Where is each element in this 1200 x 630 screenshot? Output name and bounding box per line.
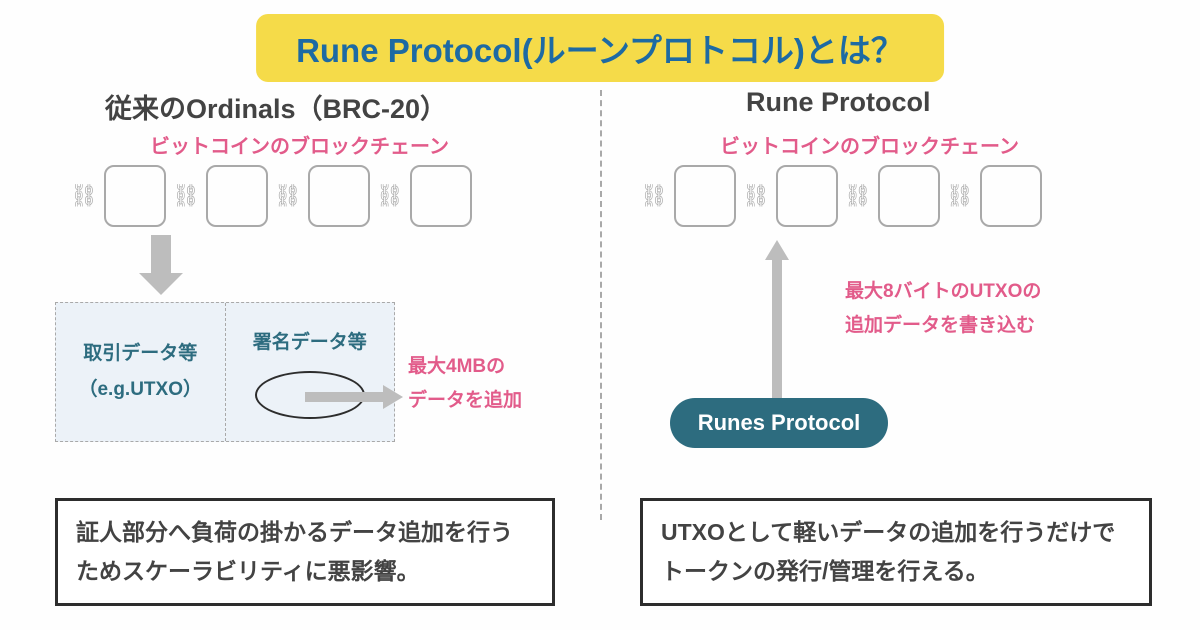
left-column-title: 従来のOrdinals（BRC-20） — [105, 87, 447, 126]
link-icon: ⛓ — [640, 185, 668, 207]
left-note: 最大4MBの データを追加 — [408, 350, 522, 418]
right-summary: UTXOとして軽いデータの追加を行うだけでトークンの発行/管理を行える。 — [640, 498, 1152, 606]
link-icon: ⛓ — [946, 185, 974, 207]
link-icon: ⛓ — [274, 185, 302, 207]
arrow-up-icon — [765, 240, 789, 400]
chain-block — [776, 165, 838, 227]
note-line: 最大8バイトのUTXOの — [845, 275, 1041, 309]
right-column-title: Rune Protocol — [746, 87, 931, 118]
note-line: 最大4MBの — [408, 350, 522, 384]
left-blockchain: ⛓ ⛓ ⛓ ⛓ — [70, 165, 472, 227]
link-icon: ⛓ — [376, 185, 404, 207]
arrow-right-icon — [305, 385, 405, 409]
link-icon: ⛓ — [172, 185, 200, 207]
cell-label: 署名データ等 — [253, 325, 367, 361]
arrow-down-icon — [139, 235, 183, 300]
chain-block — [410, 165, 472, 227]
link-icon: ⛓ — [844, 185, 872, 207]
right-blockchain: ⛓ ⛓ ⛓ ⛓ — [640, 165, 1042, 227]
note-line: 追加データを書き込む — [845, 309, 1041, 343]
right-note: 最大8バイトのUTXOの 追加データを書き込む — [845, 275, 1041, 343]
chain-block — [308, 165, 370, 227]
link-icon: ⛓ — [70, 185, 98, 207]
chain-block — [674, 165, 736, 227]
link-icon: ⛓ — [742, 185, 770, 207]
cell-label: 取引データ等 — [83, 336, 197, 372]
right-subcaption: ビットコインのブロックチェーン — [720, 130, 1019, 159]
runes-protocol-pill: Runes Protocol — [670, 398, 888, 448]
chain-block — [878, 165, 940, 227]
block-data-box: 取引データ等 （e.g.UTXO） 署名データ等 — [55, 302, 395, 442]
cell-label: （e.g.UTXO） — [78, 372, 202, 408]
chain-block — [104, 165, 166, 227]
chain-block — [206, 165, 268, 227]
note-line: データを追加 — [408, 384, 522, 418]
left-summary: 証人部分へ負荷の掛かるデータ追加を行うためスケーラビリティに悪影響。 — [55, 498, 555, 606]
column-divider — [600, 90, 602, 520]
tx-data-cell: 取引データ等 （e.g.UTXO） — [56, 303, 225, 441]
chain-block — [980, 165, 1042, 227]
left-subcaption: ビットコインのブロックチェーン — [150, 130, 449, 159]
sig-data-cell: 署名データ等 — [225, 303, 395, 441]
title-banner: Rune Protocol(ルーンプロトコル)とは？ — [256, 14, 944, 82]
